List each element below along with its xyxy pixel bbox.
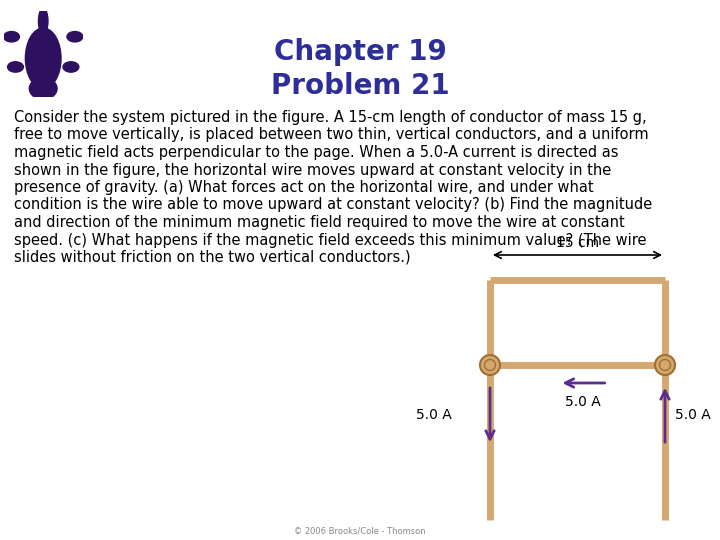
Ellipse shape: [63, 62, 79, 72]
Ellipse shape: [4, 31, 19, 42]
Ellipse shape: [7, 62, 24, 72]
Ellipse shape: [67, 31, 83, 42]
Text: free to move vertically, is placed between two thin, vertical conductors, and a : free to move vertically, is placed betwe…: [14, 127, 649, 143]
Text: shown in the figure, the horizontal wire moves upward at constant velocity in th: shown in the figure, the horizontal wire…: [14, 163, 611, 178]
Circle shape: [480, 355, 500, 375]
Ellipse shape: [25, 28, 61, 89]
Text: 15 cm: 15 cm: [556, 236, 599, 250]
Ellipse shape: [38, 8, 48, 34]
Text: 5.0 A: 5.0 A: [675, 408, 711, 422]
Text: 5.0 A: 5.0 A: [416, 408, 452, 422]
Text: and direction of the minimum magnetic field required to move the wire at constan: and direction of the minimum magnetic fi…: [14, 215, 625, 230]
Text: Problem 21: Problem 21: [271, 72, 449, 100]
Text: speed. (c) What happens if the magnetic field exceeds this minimum value? (The w: speed. (c) What happens if the magnetic …: [14, 233, 647, 247]
Text: Chapter 19: Chapter 19: [274, 38, 446, 66]
Text: magnetic field acts perpendicular to the page. When a 5.0-A current is directed : magnetic field acts perpendicular to the…: [14, 145, 618, 160]
Text: 5.0 A: 5.0 A: [564, 395, 600, 409]
Ellipse shape: [30, 78, 57, 99]
Text: presence of gravity. (a) What forces act on the horizontal wire, and under what: presence of gravity. (a) What forces act…: [14, 180, 593, 195]
Text: © 2006 Brooks/Cole - Thomson: © 2006 Brooks/Cole - Thomson: [294, 526, 426, 535]
Text: Consider the system pictured in the figure. A 15-cm length of conductor of mass : Consider the system pictured in the figu…: [14, 110, 647, 125]
Text: condition is the wire able to move upward at constant velocity? (b) Find the mag: condition is the wire able to move upwar…: [14, 198, 652, 213]
Circle shape: [655, 355, 675, 375]
Text: slides without friction on the two vertical conductors.): slides without friction on the two verti…: [14, 250, 410, 265]
